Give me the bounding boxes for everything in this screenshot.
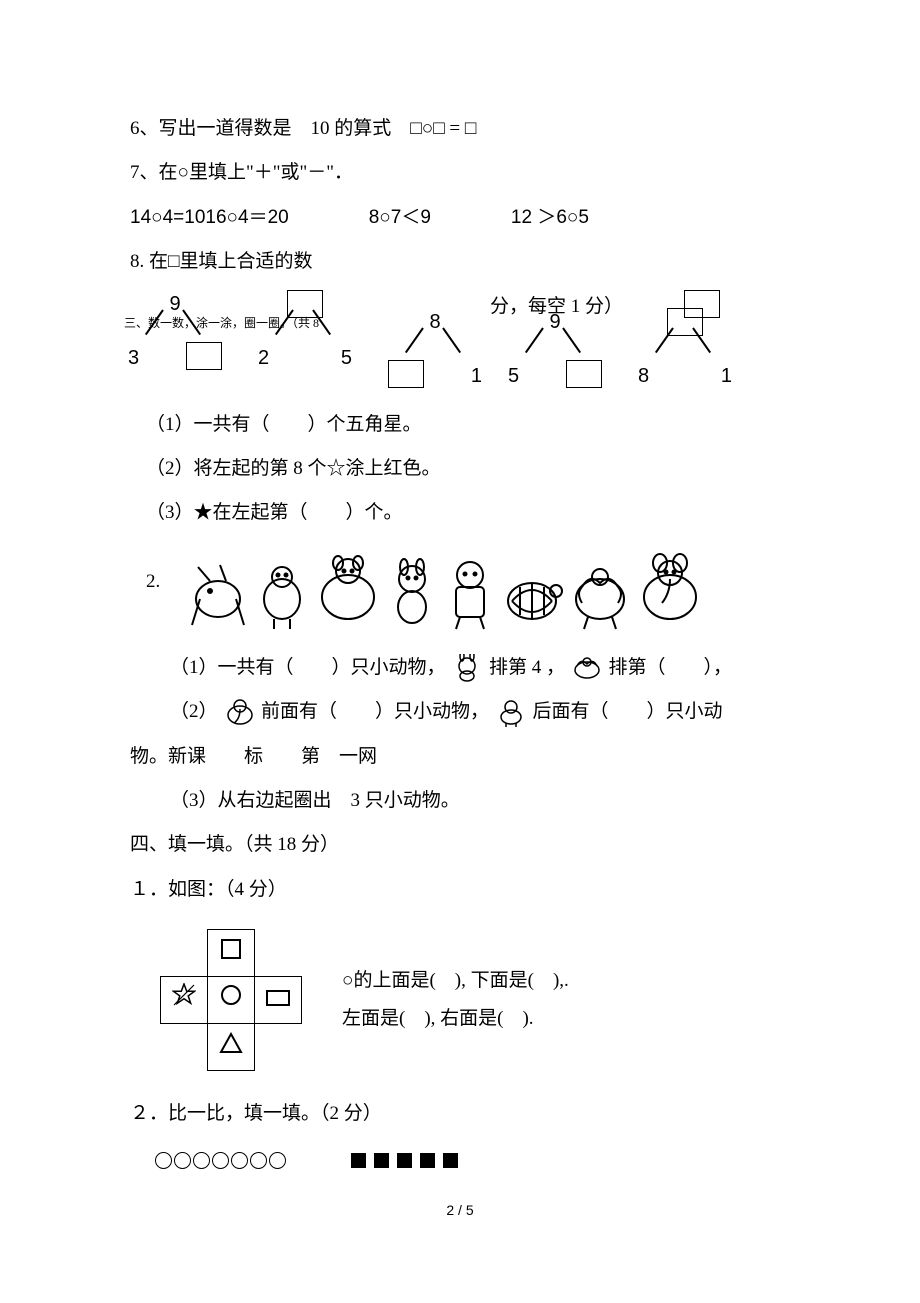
split-4: 9 5 bbox=[500, 306, 610, 392]
q7-equations: 14○4=1016○4＝20 8○7＜9 12 ＞6○5 bbox=[130, 203, 790, 233]
split1-top: 9 bbox=[120, 288, 230, 310]
circle-icon bbox=[174, 1152, 191, 1169]
square-icon bbox=[443, 1153, 458, 1168]
animals-q2: （2） 前面有（ ）只小动物， 后面有（ ）只小动 bbox=[170, 697, 790, 727]
split2-right: 5 bbox=[341, 342, 352, 374]
animals-q2-pre: （2） bbox=[170, 701, 218, 722]
rabbit-icon bbox=[450, 654, 484, 682]
cell-bottom bbox=[208, 1024, 255, 1071]
split5-left: 8 bbox=[638, 360, 649, 392]
shapes-line bbox=[154, 1143, 790, 1175]
cross-line2: 左面是( ), 右面是( ). bbox=[342, 1000, 569, 1038]
duck-icon bbox=[494, 699, 528, 727]
circle-icon bbox=[155, 1152, 172, 1169]
split4-left: 5 bbox=[508, 360, 519, 392]
animals-q1: （1）一共有（ ）只小动物， 排第 4 ， 排第（ ）， bbox=[170, 653, 790, 683]
q4-1-label: １．如图：（4 分） bbox=[130, 875, 790, 905]
section4-title: 四、填一填。（共 18 分） bbox=[130, 830, 790, 860]
animals-row-image bbox=[180, 549, 740, 635]
page-number: 2 / 5 bbox=[130, 1199, 790, 1221]
animals-q1-post: 排第（ ）， bbox=[609, 657, 733, 678]
q4-2-label: ２．比一比，填一填。（2 分） bbox=[130, 1099, 790, 1129]
split3-right: 1 bbox=[471, 360, 482, 392]
circle-icon bbox=[193, 1152, 210, 1169]
cell-center bbox=[208, 977, 255, 1024]
elephant-icon bbox=[222, 699, 256, 727]
square-icon bbox=[397, 1153, 412, 1168]
animals-head: 2. bbox=[146, 567, 160, 597]
q7-eq1: 14○4=1016○4＝20 bbox=[130, 203, 289, 233]
split-3: 8 1 bbox=[380, 306, 490, 392]
split3-left-box bbox=[388, 360, 424, 388]
animals-q2-tail: 物。新课 标 第 一网 bbox=[130, 742, 790, 772]
circle-icon bbox=[231, 1152, 248, 1169]
split3-top: 8 bbox=[380, 306, 490, 328]
squares-group bbox=[347, 1143, 462, 1175]
stars-q1: （1）一共有（ ）个五角星。 bbox=[146, 410, 790, 440]
square-icon bbox=[351, 1153, 366, 1168]
split4-top: 9 bbox=[500, 306, 610, 328]
square-icon bbox=[374, 1153, 389, 1168]
cross-line1: ○的上面是( ), 下面是( ),. bbox=[342, 962, 569, 1000]
animals-q1-mid: 排第 4 ， bbox=[489, 657, 565, 678]
split5-right: 1 bbox=[721, 360, 732, 392]
q7-label: 7、在○里填上"＋"或"－"． bbox=[130, 158, 790, 188]
stars-q2: （2）将左起的第 8 个☆涂上红色。 bbox=[146, 454, 790, 484]
cell-right bbox=[255, 977, 302, 1024]
split-2: 25 bbox=[250, 288, 360, 374]
cross-text: ○的上面是( ), 下面是( ),. 左面是( ), 右面是( ). bbox=[342, 962, 569, 1038]
q8-label: 8. 在□里填上合适的数 bbox=[130, 247, 790, 277]
cell-left bbox=[161, 977, 208, 1024]
animals-q3: （3）从右边起圈出 3 只小动物。 bbox=[170, 786, 790, 816]
square-icon bbox=[420, 1153, 435, 1168]
animals-q2-mid1: 前面有（ ）只小动物， bbox=[261, 701, 489, 722]
q7-eq2: 8○7＜9 bbox=[369, 203, 431, 233]
split1-right-box bbox=[186, 342, 222, 370]
split-1: 9 3 bbox=[120, 288, 230, 374]
circles-group bbox=[154, 1143, 287, 1175]
cell-top bbox=[208, 930, 255, 977]
split-5: 81 bbox=[630, 306, 740, 392]
q6-text: 6、写出一道得数是 10 的算式 □○□ = □ bbox=[130, 114, 790, 144]
cross-diagram bbox=[160, 929, 302, 1071]
circle-icon bbox=[250, 1152, 267, 1169]
sheep-icon bbox=[570, 654, 604, 682]
q8-split-diagram: 三、数一数，涂一涂，圈一圈。（共 8 分，每空 1 分） 9 3 25 8 1 … bbox=[130, 292, 790, 392]
circle-icon bbox=[212, 1152, 229, 1169]
animals-q2-mid2: 后面有（ ）只小动 bbox=[533, 701, 723, 722]
animals-q1-pre: （1）一共有（ ）只小动物， bbox=[170, 657, 446, 678]
stars-q3: （3）★在左起第（ ）个。 bbox=[146, 498, 790, 528]
split2-left: 2 bbox=[258, 342, 269, 374]
split4-right-box bbox=[566, 360, 602, 388]
split1-left: 3 bbox=[128, 342, 139, 374]
q7-eq3: 12 ＞6○5 bbox=[511, 203, 589, 233]
circle-icon bbox=[269, 1152, 286, 1169]
